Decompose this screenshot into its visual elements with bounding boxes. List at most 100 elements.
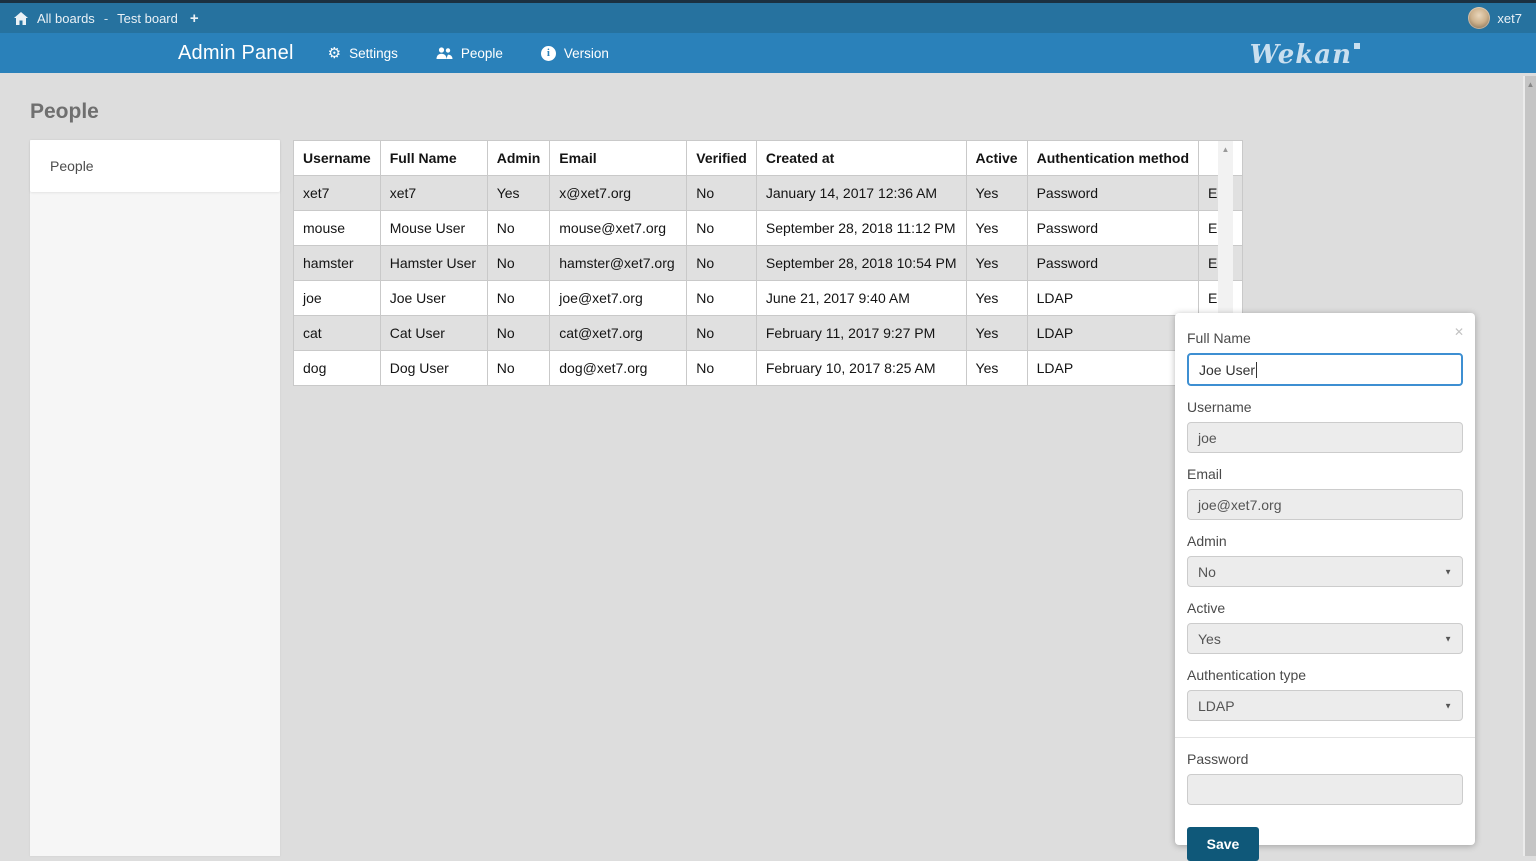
table-row: xet7 xet7 Yes x@xet7.org No January 14, 2017 … xyxy=(293,175,1244,211)
password-label: Password xyxy=(1187,751,1249,767)
chevron-down-icon: ▼ xyxy=(1444,634,1452,643)
table-cell: Yes xyxy=(965,315,1028,351)
admin-sidebar: People xyxy=(30,140,280,856)
popup-divider xyxy=(1175,737,1475,738)
column-header: Admin xyxy=(486,140,551,176)
table-row: mouse Mouse User No mouse@xet7.org No Septemb… xyxy=(293,210,1244,246)
table-cell: February 10, 2017 8:25 AM xyxy=(755,350,967,386)
auth-type-select[interactable]: LDAP ▼ xyxy=(1187,690,1463,721)
table-cell: No xyxy=(486,210,551,246)
text-caret xyxy=(1256,361,1258,378)
table-cell: hamster@xet7.org xyxy=(549,245,688,281)
username-input: joe xyxy=(1187,422,1463,453)
window-top-strip xyxy=(0,0,1536,3)
column-header: Email xyxy=(549,140,688,176)
email-input: joe@xet7.org xyxy=(1187,489,1463,520)
chevron-down-icon: ▼ xyxy=(1444,701,1452,710)
table-cell: joe xyxy=(293,280,381,316)
table-row: hamster Hamster User No hamster@xet7.org No S… xyxy=(293,245,1244,281)
admin-header-bar: Admin Panel ⚙ Settings People i Version … xyxy=(0,33,1536,73)
full-name-label: Full Name xyxy=(1187,330,1251,346)
nav-settings-label: Settings xyxy=(349,45,398,61)
table-cell: Yes xyxy=(965,175,1028,211)
table-cell: Mouse User xyxy=(379,210,488,246)
nav-item-settings[interactable]: ⚙ Settings xyxy=(328,46,398,61)
member-menu[interactable]: xet7 xyxy=(1468,7,1522,29)
table-cell: cat xyxy=(293,315,381,351)
people-table-header-row: Username Full Name Admin Email Verified Creat… xyxy=(293,140,1244,176)
table-cell: Password xyxy=(1026,245,1200,281)
breadcrumb-separator: - xyxy=(103,10,109,26)
scroll-up-icon[interactable]: ▲ xyxy=(1526,80,1535,89)
table-cell: No xyxy=(686,280,757,316)
table-cell: dog@xet7.org xyxy=(549,350,688,386)
table-cell: Joe User xyxy=(379,280,488,316)
table-cell: Yes xyxy=(965,210,1028,246)
home-icon[interactable] xyxy=(14,11,28,25)
column-header: Verified xyxy=(686,140,757,176)
active-select[interactable]: Yes ▼ xyxy=(1187,623,1463,654)
page-scrollbar[interactable]: ▲ xyxy=(1523,76,1536,856)
table-cell: Yes xyxy=(965,245,1028,281)
password-input[interactable] xyxy=(1187,774,1463,805)
table-cell: Dog User xyxy=(379,350,488,386)
breadcrumb-board-name[interactable]: Test board xyxy=(117,10,178,26)
nav-people-label: People xyxy=(460,45,503,61)
table-cell: x@xet7.org xyxy=(549,175,688,211)
table-cell: No xyxy=(486,315,551,351)
people-table: Username Full Name Admin Email Verified Creat… xyxy=(293,140,1244,386)
table-cell: No xyxy=(686,350,757,386)
nav-item-version[interactable]: i Version xyxy=(540,45,609,61)
username-label: Username xyxy=(1187,399,1252,415)
full-name-input[interactable]: Joe User xyxy=(1187,353,1463,386)
full-name-value: Joe User xyxy=(1199,361,1256,378)
info-icon: i xyxy=(540,45,556,61)
edit-user-popup: ✕ Full Name Joe User Username joe Email … xyxy=(1175,313,1475,861)
table-cell: September 28, 2018 11:12 PM xyxy=(755,210,967,246)
admin-select[interactable]: No ▼ xyxy=(1187,556,1463,587)
avatar[interactable] xyxy=(1468,7,1491,29)
table-cell: hamster xyxy=(293,245,381,281)
admin-panel-title: Admin Panel xyxy=(178,41,294,64)
save-button[interactable]: Save xyxy=(1187,827,1259,861)
scroll-up-icon[interactable]: ▲ xyxy=(1221,145,1230,154)
table-cell: Yes xyxy=(486,175,551,211)
table-cell: Hamster User xyxy=(379,245,488,281)
table-row: cat Cat User No cat@xet7.org No February 11, … xyxy=(293,315,1244,351)
page-title: People xyxy=(30,100,99,123)
table-cell: No xyxy=(486,280,551,316)
sidebar-item-people[interactable]: People xyxy=(30,140,280,192)
table-cell: No xyxy=(686,245,757,281)
sidebar-item-label: People xyxy=(50,158,94,174)
nav-item-people[interactable]: People xyxy=(436,46,503,61)
member-username: xet7 xyxy=(1497,10,1522,26)
table-cell: xet7 xyxy=(293,175,381,211)
table-cell: January 14, 2017 12:36 AM xyxy=(755,175,967,211)
table-cell: September 28, 2018 10:54 PM xyxy=(755,245,967,281)
column-header: Username xyxy=(293,140,381,176)
admin-label: Admin xyxy=(1187,533,1227,549)
chevron-down-icon: ▼ xyxy=(1444,567,1452,576)
people-table-body: xet7 xet7 Yes x@xet7.org No January 14, 2017 … xyxy=(293,175,1244,386)
breadcrumb-bar: All boards - Test board + xet7 xyxy=(0,3,1536,33)
table-cell: No xyxy=(686,175,757,211)
gear-icon: ⚙ xyxy=(327,44,342,62)
add-board-icon[interactable]: + xyxy=(189,9,199,27)
wekan-logo[interactable]: Wekan xyxy=(1250,40,1360,70)
breadcrumb: All boards - Test board + xyxy=(14,10,199,27)
table-row: joe Joe User No joe@xet7.org No June 21, 2017… xyxy=(293,280,1244,316)
close-icon[interactable]: ✕ xyxy=(1453,325,1464,339)
breadcrumb-all-boards[interactable]: All boards xyxy=(37,10,95,26)
column-header: Full Name xyxy=(379,140,488,176)
table-cell: Cat User xyxy=(379,315,488,351)
admin-nav: ⚙ Settings People i Version xyxy=(328,45,609,61)
table-cell: mouse xyxy=(293,210,381,246)
table-cell: June 21, 2017 9:40 AM xyxy=(755,280,967,316)
table-cell: No xyxy=(486,350,551,386)
table-row: dog Dog User No dog@xet7.org No February 10, … xyxy=(293,350,1244,386)
table-cell: Password xyxy=(1026,175,1200,211)
table-cell: February 11, 2017 9:27 PM xyxy=(755,315,967,351)
email-label: Email xyxy=(1187,466,1223,482)
column-header: Active xyxy=(965,140,1028,176)
table-cell: Yes xyxy=(965,280,1028,316)
